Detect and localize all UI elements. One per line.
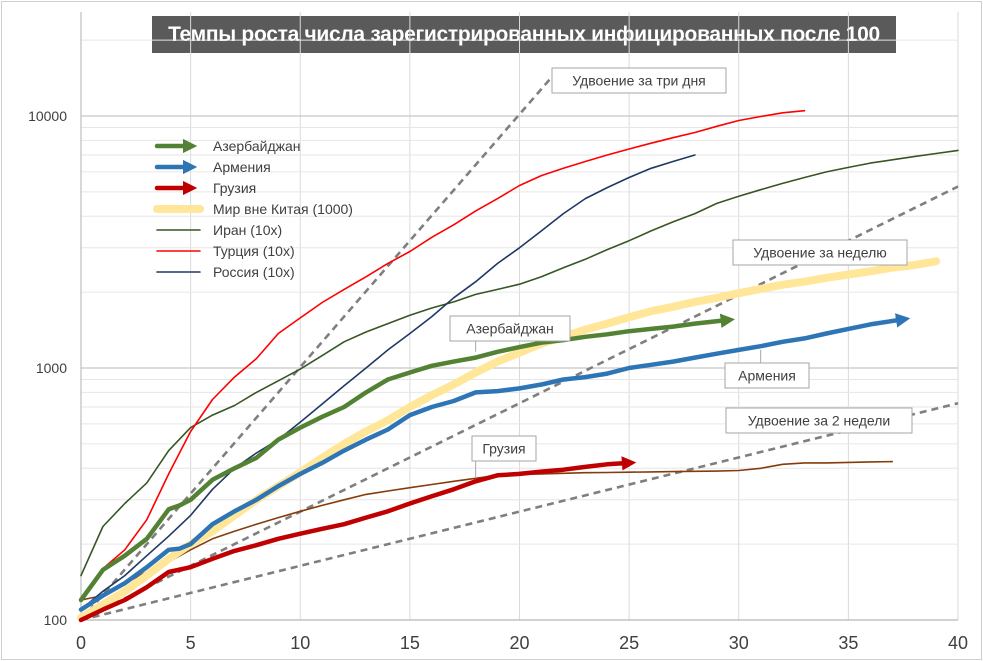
legend-label-turkey: Турция (10x) (213, 243, 295, 259)
x-tick-label: 5 (186, 633, 196, 653)
y-tick-label: 100 (44, 612, 68, 628)
x-tick-label: 35 (838, 633, 858, 653)
callout-label-two-weeks: Удвоение за 2 недели (748, 413, 891, 429)
series-line-turkey (80, 109, 806, 601)
callout-box-georgia (471, 435, 537, 462)
x-tick-label: 20 (509, 633, 529, 653)
reference-line-three-days (80, 75, 554, 621)
callout-box-azerbaijan (449, 315, 571, 342)
callouts: Азербайджан Армения Грузия Удвоение за три … (449, 67, 913, 479)
series-line-georgia (78, 456, 637, 623)
series-line-armenia (78, 313, 911, 612)
legend-label-azerbaijan: Азербайджан (213, 138, 301, 154)
callout-box-armenia (724, 362, 810, 389)
callout-label-georgia: Грузия (482, 441, 525, 457)
series-line-iran (80, 149, 959, 577)
legend-label-world: Мир вне Китая (1000) (213, 201, 353, 217)
data-series (77, 109, 959, 623)
y-tick-label: 1000 (36, 360, 67, 376)
callout-box-week (732, 239, 908, 266)
callout-label-azerbaijan: Азербайджан (466, 321, 554, 337)
x-tick-label: 25 (619, 633, 639, 653)
x-tick-label: 40 (948, 633, 968, 653)
x-tick-label: 30 (729, 633, 749, 653)
series-line-russia (80, 154, 696, 611)
tick-labels: 0 5 10 15 20 25 30 35 40 100 1000 10000 (28, 108, 968, 653)
x-tick-label: 0 (76, 633, 86, 653)
x-tick-label: 10 (290, 633, 310, 653)
reference-lines (80, 75, 959, 622)
series-line-world (77, 257, 941, 622)
legend-label-iran: Иран (10x) (213, 222, 282, 238)
callout-label-week: Удвоение за неделю (753, 245, 887, 261)
callout-box-three-days (551, 67, 727, 94)
callout-label-armenia: Армения (738, 368, 796, 384)
legend-label-armenia: Армения (213, 159, 271, 175)
reference-line-two-weeks (80, 401, 959, 622)
axes (80, 12, 958, 621)
legend-label-russia: Россия (10x) (213, 264, 295, 280)
callout-label-three-days: Удвоение за три дня (572, 73, 706, 89)
y-tick-label: 10000 (28, 108, 67, 124)
x-tick-label: 15 (400, 633, 420, 653)
legend: Азербайджан Армения Грузия Мир вне Китая (1… (153, 138, 353, 280)
series-line-azerbaijan (78, 313, 735, 603)
legend-label-georgia: Грузия (213, 180, 256, 196)
callout-box-two-weeks (725, 407, 913, 434)
